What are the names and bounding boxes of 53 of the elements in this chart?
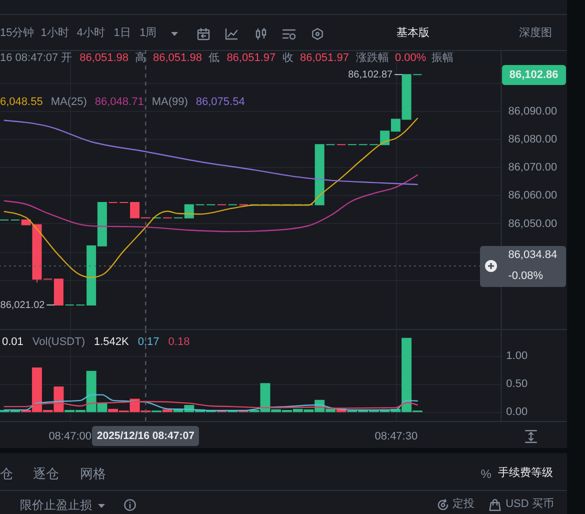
annotation: 0.00% xyxy=(395,52,426,66)
y-tick-label: 1.00 xyxy=(506,350,528,362)
annotation: 低 xyxy=(208,52,220,66)
annotation: 0.17 xyxy=(138,336,160,350)
text: 1小时 xyxy=(40,27,69,41)
y-tick-label: 86,060.00 xyxy=(508,190,558,202)
y-tick-label: 0.00 xyxy=(506,406,528,418)
annotation: 6,048.55 xyxy=(0,96,43,110)
annotation: 86,051.97 xyxy=(300,52,349,66)
text: 限价止盈止损 xyxy=(20,498,92,512)
annotation: 86,075.54 xyxy=(196,96,245,110)
text: 网格 xyxy=(80,466,106,482)
annotation: 涨跌幅 xyxy=(356,52,389,66)
y-tick-label: 86,050.00 xyxy=(508,218,558,230)
text: % xyxy=(480,466,492,482)
y-tick-label: 0.50 xyxy=(506,378,528,390)
text: 15分钟 xyxy=(0,27,34,41)
text: 逐仓 xyxy=(33,466,59,482)
annotation: 86,102.87 xyxy=(348,70,393,81)
annotation: 86,051.98 xyxy=(153,52,202,66)
text: 仓 xyxy=(0,466,13,482)
annotation: 86,048.71 xyxy=(94,96,144,110)
annotation: 86,051.98 xyxy=(80,52,129,66)
text: USD 买币 xyxy=(506,498,554,512)
annotation: MA(99) xyxy=(152,96,188,110)
y-tick-label: 86,080.00 xyxy=(508,133,558,146)
annotation: 86,051.97 xyxy=(226,52,276,66)
text: 1周 xyxy=(140,27,157,41)
text: 手续费等级 xyxy=(498,467,553,481)
x-tick-label: 08:47:00 xyxy=(48,430,92,442)
text: 4小时 xyxy=(76,27,105,41)
annotation: 振幅 xyxy=(432,52,454,66)
text: 1日 xyxy=(114,27,131,41)
y-tick-label: 86,070.00 xyxy=(508,162,558,174)
text: -0.08% xyxy=(508,270,544,284)
annotation: 0.01 xyxy=(2,336,24,350)
annotation: 高 xyxy=(135,52,146,66)
x-tick-label: 08:47:30 xyxy=(374,430,418,442)
text: 基本版 xyxy=(396,27,430,41)
text: 深度图 xyxy=(519,27,552,41)
annotation: 16 08:47:07 xyxy=(0,52,58,66)
y-tick-label: 86,090.00 xyxy=(508,105,558,118)
annotation: 86,021.02 xyxy=(0,300,46,311)
ref-line-label: 2025/12/16 08:47:07 xyxy=(92,426,200,446)
ref-line-label: 86,034.84 xyxy=(508,249,558,263)
annotation: 0.18 xyxy=(168,336,190,350)
annotation: 收 xyxy=(282,52,294,66)
annotation: MA(25) xyxy=(50,96,87,110)
text: 86,102.86 xyxy=(502,64,566,85)
annotation: 开 xyxy=(61,52,72,66)
text: 定投 xyxy=(452,498,475,512)
annotation: 1.542K xyxy=(94,336,129,350)
annotation: Vol(USDT) xyxy=(32,336,85,350)
